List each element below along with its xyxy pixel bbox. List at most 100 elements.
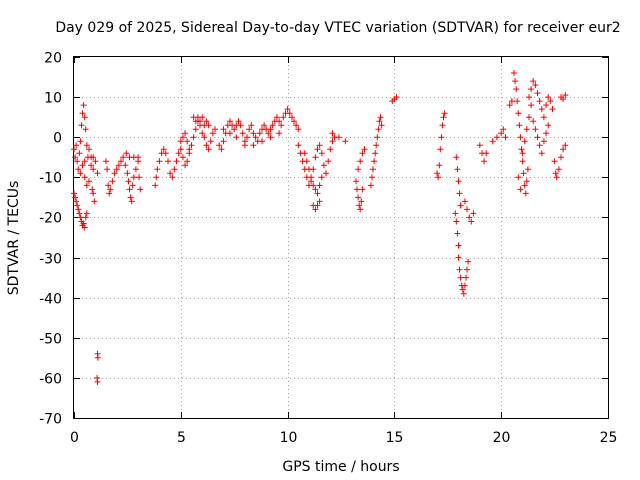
data-point [167,170,174,177]
data-point [513,86,520,93]
data-point [169,174,176,181]
data-point [88,154,95,161]
y-tick-label: 0 [53,131,62,147]
data-point [325,158,332,165]
data-point [129,182,136,189]
data-point [511,70,517,76]
data-point [318,150,325,157]
data-point [301,150,308,157]
data-point [354,186,360,193]
data-point [120,154,127,161]
y-tick-label: -50 [39,332,62,348]
data-point [374,134,381,141]
data-point [199,130,206,137]
data-point [532,126,539,133]
data-point [393,94,400,101]
data-point [335,134,342,141]
data-point [560,96,567,103]
data-point [528,86,535,93]
data-point [553,174,560,181]
data-point [76,210,83,217]
data-point [104,166,111,173]
data-point [78,122,85,129]
data-point [212,126,218,133]
data-point [231,126,238,133]
data-point [177,138,184,145]
data-point [111,170,118,177]
data-point [71,190,77,197]
x-axis: 0 5 10 15 20 25 [70,57,617,446]
data-point [552,170,559,177]
data-point [73,142,80,149]
data-point [201,134,208,141]
data-point [205,122,212,129]
data-point [239,130,246,137]
x-tick-label: 10 [280,430,298,446]
data-point [515,174,522,181]
data-point [454,166,461,173]
data-point [256,130,263,137]
data-point [295,142,302,149]
data-point [216,142,223,149]
data-point [199,114,206,121]
data-point [295,126,302,133]
x-tick-label: 5 [177,430,186,446]
data-point [209,130,216,137]
data-point [378,122,385,129]
data-point [329,130,336,137]
x-tick-label: 20 [493,430,511,446]
data-point [370,166,376,173]
data-point [353,178,359,185]
data-point [284,106,291,113]
data-point [519,150,526,157]
data-point [286,110,293,117]
data-point [454,230,461,237]
x-tick-label: 15 [386,430,404,446]
data-point [327,146,334,153]
data-point [86,146,92,153]
data-point [126,186,133,193]
data-point [356,202,363,209]
data-point [113,166,120,173]
data-point [184,158,191,165]
data-point [455,242,462,249]
data-point [235,118,242,125]
data-point [246,126,253,133]
data-point [74,202,81,209]
data-point [493,134,500,141]
data-point [452,210,459,217]
data-point [498,130,505,137]
data-point [182,130,189,137]
data-point [359,150,366,157]
data-point [515,110,522,117]
data-point [154,166,161,173]
data-point [545,122,552,129]
data-point [453,218,460,225]
data-point [72,194,79,201]
data-point [91,198,98,205]
data-point [81,114,88,121]
data-point [205,146,212,153]
data-point [545,94,552,101]
y-tick-label: -20 [39,211,62,227]
data-point [560,146,567,153]
data-point [532,82,539,89]
data-point [464,206,470,213]
y-axis: -70 -60 -50 -40 -30 -20 -10 0 10 20 [39,51,608,428]
data-point [440,114,447,121]
data-point [455,178,462,185]
data-point [162,150,169,157]
data-point [538,106,545,113]
data-point [357,206,364,213]
data-point [156,158,163,165]
data-point [521,138,528,145]
data-point [481,158,488,165]
data-point [269,122,276,129]
data-point [132,166,139,173]
data-point [80,102,87,109]
data-point [543,130,550,137]
data-point [520,170,527,177]
data-point [466,214,473,221]
data-point [456,190,463,197]
data-point [226,130,233,137]
